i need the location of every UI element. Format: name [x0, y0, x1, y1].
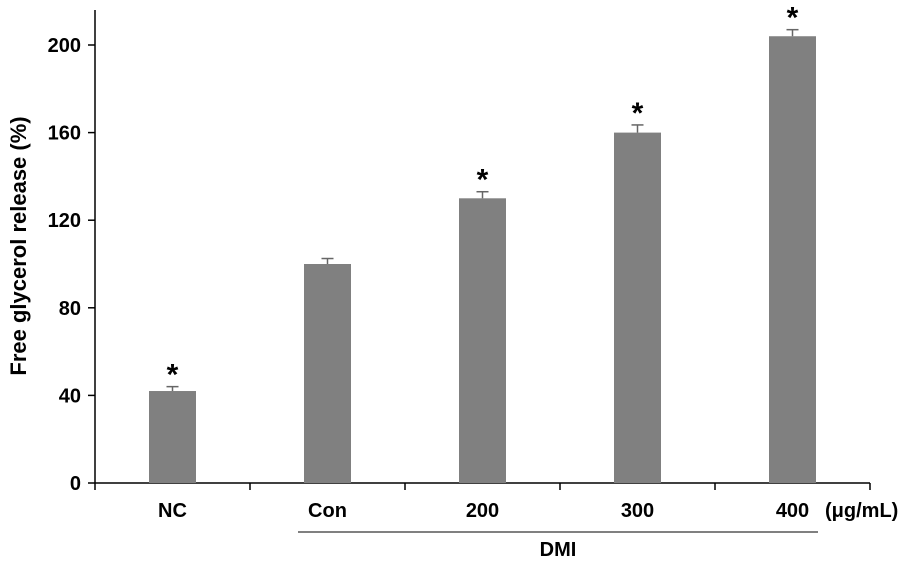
bar-con: [304, 264, 351, 483]
significance-star: *: [787, 2, 799, 35]
y-tick-label: 200: [48, 35, 81, 57]
bar-400: [769, 36, 816, 484]
unit-label: (μg/mL): [825, 500, 898, 522]
y-tick-label: 40: [59, 385, 81, 407]
y-tick-label: 0: [70, 473, 81, 495]
x-tick-label: NC: [158, 500, 187, 522]
x-tick-label: Con: [308, 500, 347, 522]
y-ticks: 0 40 80 120 160 200: [48, 35, 95, 495]
bars: [149, 36, 816, 484]
x-ticks: [94, 483, 871, 490]
y-axis-label: Free glycerol release (%): [6, 116, 31, 375]
error-bars: [166, 28, 799, 392]
error-bar: [786, 28, 799, 37]
bar-300: [614, 132, 661, 483]
x-tick-label: 300: [621, 500, 654, 522]
error-bar: [321, 257, 334, 264]
error-bar: [631, 124, 644, 133]
significance-star: *: [477, 164, 489, 197]
bar-200: [459, 198, 506, 484]
error-bar: [166, 385, 179, 392]
x-tick-label: 400: [776, 500, 809, 522]
group-label: DMI: [540, 539, 577, 561]
y-tick-label: 160: [48, 123, 81, 145]
y-tick-label: 80: [59, 298, 81, 320]
significance-star: *: [632, 97, 644, 130]
significance-star: *: [167, 359, 179, 392]
x-tick-labels: NC Con 200 300 400: [158, 500, 809, 522]
error-bar: [476, 190, 489, 199]
significance-markers: * * * *: [167, 2, 799, 392]
x-tick-label: 200: [466, 500, 499, 522]
bar-nc: [149, 391, 196, 483]
y-tick-label: 120: [48, 210, 81, 232]
